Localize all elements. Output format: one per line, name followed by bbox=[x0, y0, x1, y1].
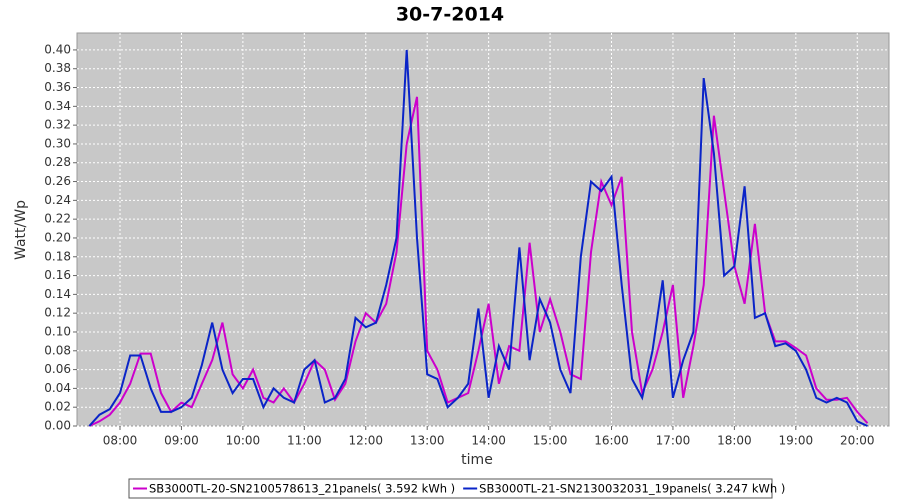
x-tick-label: 17:00 bbox=[656, 434, 691, 448]
legend-label: SB3000TL-20-SN2100578613_21panels( 3.592… bbox=[149, 482, 455, 496]
x-tick-label: 19:00 bbox=[779, 434, 814, 448]
legend-box bbox=[128, 478, 773, 499]
x-tick-label: 18:00 bbox=[717, 434, 752, 448]
y-tick-label: 0.38 bbox=[44, 61, 71, 75]
x-tick-label: 14:00 bbox=[471, 434, 506, 448]
plot-area bbox=[76, 32, 890, 427]
chart-title: 30-7-2014 bbox=[396, 4, 504, 26]
y-tick-label: 0.12 bbox=[44, 306, 71, 320]
x-tick-label: 13:00 bbox=[410, 434, 445, 448]
y-tick-label: 0.08 bbox=[44, 343, 71, 357]
y-tick-label: 0.16 bbox=[44, 268, 71, 282]
y-tick-label: 0.32 bbox=[44, 118, 71, 132]
y-tick-label: 0.14 bbox=[44, 287, 71, 301]
x-axis-label: time bbox=[461, 452, 493, 468]
y-tick-label: 0.22 bbox=[44, 212, 71, 226]
x-tick-label: 16:00 bbox=[594, 434, 629, 448]
x-tick-label: 11:00 bbox=[287, 434, 322, 448]
x-tick-label: 20:00 bbox=[840, 434, 875, 448]
y-tick-label: 0.40 bbox=[44, 42, 71, 56]
y-tick-label: 0.18 bbox=[44, 249, 71, 263]
y-tick-label: 0.36 bbox=[44, 80, 71, 94]
y-tick-label: 0.28 bbox=[44, 155, 71, 169]
y-tick-label: 0.02 bbox=[44, 400, 71, 414]
x-tick-label: 15:00 bbox=[533, 434, 568, 448]
y-tick-label: 0.00 bbox=[44, 419, 71, 433]
y-tick-label: 0.24 bbox=[44, 193, 71, 207]
series-line bbox=[88, 49, 868, 427]
y-tick-label: 0.20 bbox=[44, 230, 71, 244]
legend-label: SB3000TL-21-SN2130032031_19panels( 3.247… bbox=[479, 482, 785, 496]
y-tick-label: 0.34 bbox=[44, 99, 71, 113]
y-tick-label: 0.04 bbox=[44, 381, 71, 395]
y-axis-label: Watt/Wp bbox=[13, 200, 29, 260]
y-tick-label: 0.26 bbox=[44, 174, 71, 188]
y-tick-label: 0.30 bbox=[44, 136, 71, 150]
series-line bbox=[88, 96, 869, 427]
y-tick-label: 0.06 bbox=[44, 362, 71, 376]
x-tick-label: 12:00 bbox=[348, 434, 383, 448]
y-tick-label: 0.10 bbox=[44, 324, 71, 338]
x-tick-label: 09:00 bbox=[164, 434, 199, 448]
x-tick-label: 10:00 bbox=[226, 434, 261, 448]
x-tick-label: 08:00 bbox=[103, 434, 138, 448]
